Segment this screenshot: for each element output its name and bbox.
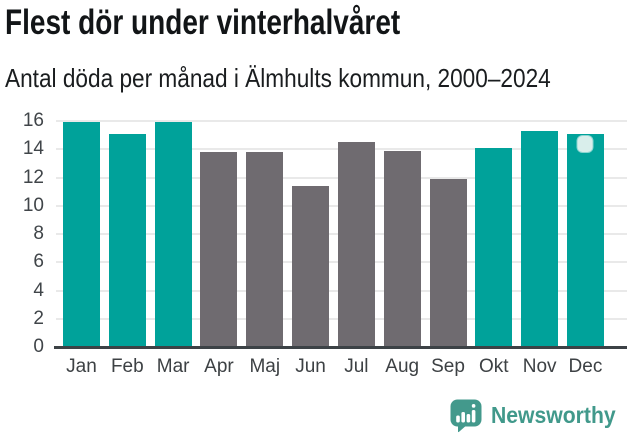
y-axis-label-12: 12 xyxy=(22,166,44,188)
bar-okt xyxy=(475,147,513,347)
y-axis-label-14: 14 xyxy=(22,138,44,160)
x-axis-label-nov: Nov xyxy=(522,356,557,377)
chart-title: Flest dör under vinterhalvåret xyxy=(5,3,401,42)
x-axis-labels: Jan Feb Mar Apr Maj Jun Jul Aug Sep Okt Nov Dec xyxy=(63,356,604,378)
bar-jul xyxy=(337,142,375,347)
x-axis-label-dec: Dec xyxy=(568,356,603,377)
bar-mar xyxy=(154,122,192,347)
y-axis-label-0: 0 xyxy=(33,336,44,357)
x-axis-label-jul: Jul xyxy=(344,356,369,377)
latest-value-marker xyxy=(577,135,593,152)
bar-feb xyxy=(108,133,146,347)
bar-dec xyxy=(566,133,604,347)
chart-subtitle: Antal döda per månad i Älmhults kommun, … xyxy=(5,63,551,93)
x-axis-label-okt: Okt xyxy=(479,356,509,377)
y-axis-label-2: 2 xyxy=(33,307,44,329)
bar-jun xyxy=(292,185,330,347)
y-axis-label-4: 4 xyxy=(33,279,44,301)
x-axis-label-sep: Sep xyxy=(431,356,465,377)
bar-maj xyxy=(246,152,284,347)
bar-apr xyxy=(200,152,238,347)
bar-sep xyxy=(429,178,467,347)
x-axis-label-jun: Jun xyxy=(295,356,326,377)
x-axis-label-feb: Feb xyxy=(110,356,144,377)
x-axis-label-mar: Mar xyxy=(156,356,190,377)
x-axis-label-apr: Apr xyxy=(204,356,234,377)
gridline-16 xyxy=(56,120,627,122)
newsworthy-brand-link[interactable]: Newsworthy xyxy=(449,398,626,433)
bar-nov xyxy=(521,130,559,347)
bars-row xyxy=(63,121,604,347)
x-axis-line xyxy=(54,346,627,349)
bar-aug xyxy=(383,150,421,347)
brand-name: Newsworthy xyxy=(490,402,616,428)
y-axis-label-8: 8 xyxy=(33,223,44,244)
x-axis-label-jan: Jan xyxy=(66,356,97,377)
newsworthy-logo-icon xyxy=(449,398,483,433)
plot-area xyxy=(56,120,627,347)
y-axis-label-10: 10 xyxy=(22,194,44,216)
x-axis-label-aug: Aug xyxy=(385,356,420,377)
x-axis-label-maj: Maj xyxy=(249,356,281,377)
y-axis-label-16: 16 xyxy=(22,110,44,131)
y-axis-label-6: 6 xyxy=(33,251,44,273)
bar-jan xyxy=(63,122,100,347)
